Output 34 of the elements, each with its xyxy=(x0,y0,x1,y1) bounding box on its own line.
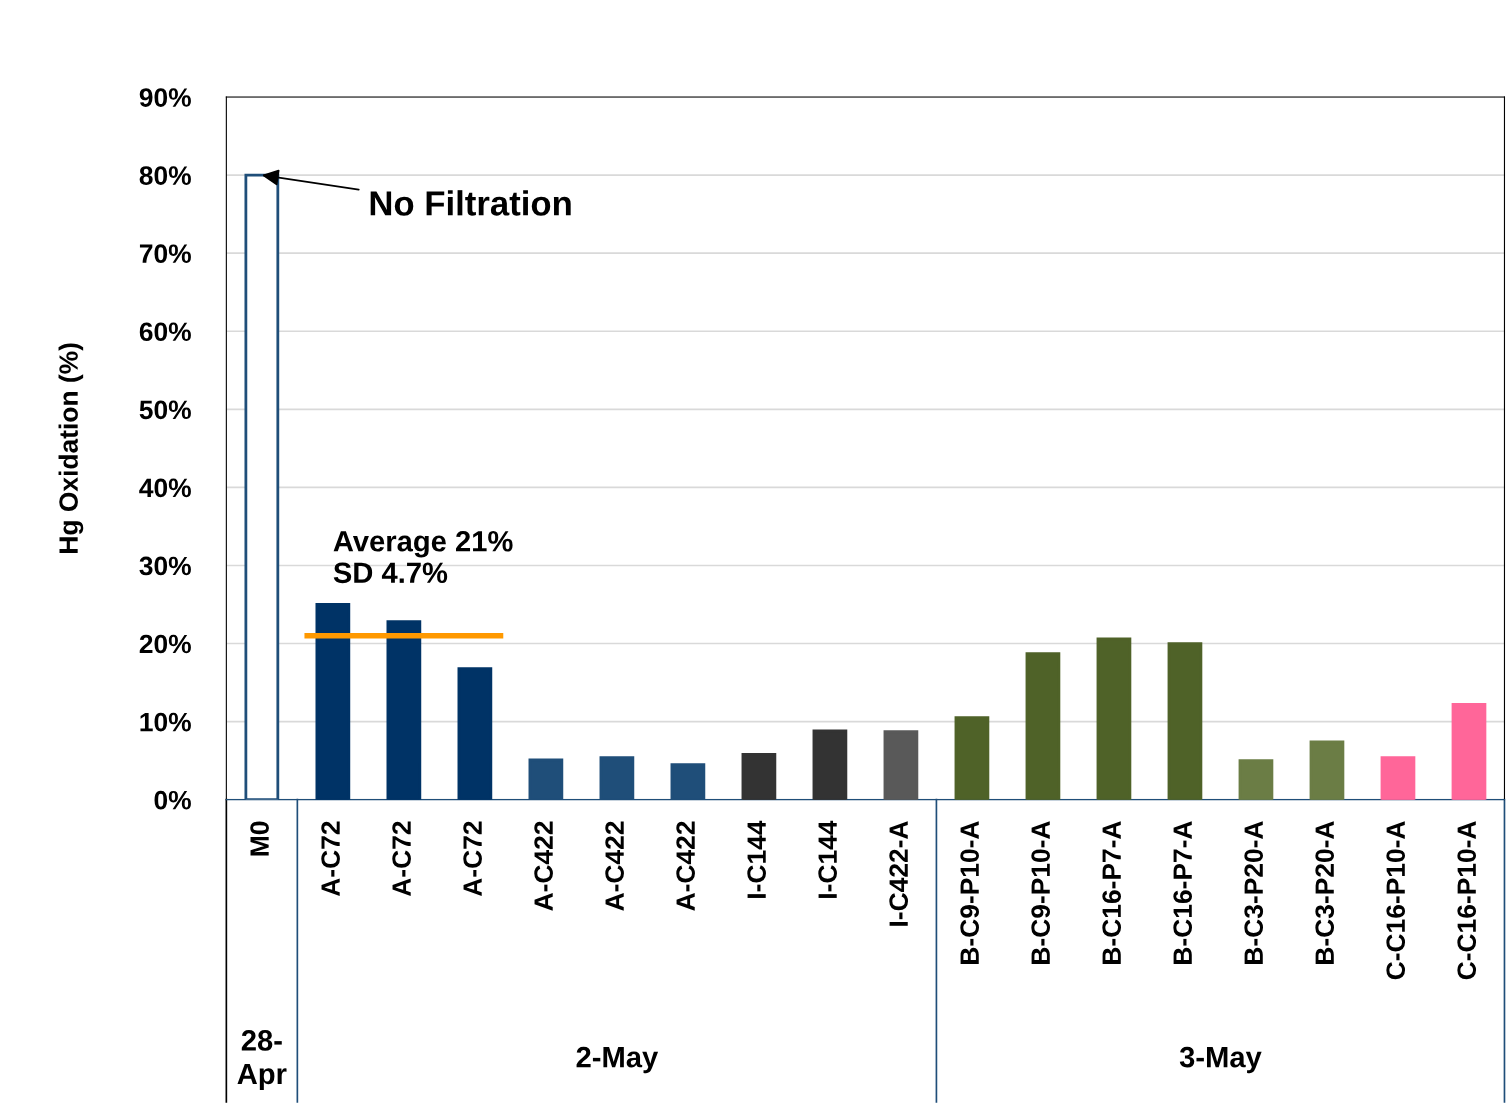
x-tick-label: B-C3-P20-A xyxy=(1315,821,1335,964)
y-tick-label: 80% xyxy=(139,166,191,185)
x-tick-label: A-C422 xyxy=(605,821,624,911)
x-tick-label: A-C422 xyxy=(676,821,695,911)
x-tick-label: B-C9-P10-A xyxy=(960,821,980,964)
y-tick-label: 40% xyxy=(139,478,191,498)
y-tick-label: 10% xyxy=(140,712,191,732)
x-tick-label: A-C72 xyxy=(392,821,411,897)
x-tick-label: A-C422 xyxy=(534,821,553,911)
text: 2-May xyxy=(576,1046,659,1074)
x-tick-label: B-C9-P10-A xyxy=(1031,821,1051,964)
x-tick-label: I-C144 xyxy=(818,820,837,898)
text: 28- Apr xyxy=(237,1030,287,1090)
y-tick-label: 70% xyxy=(139,244,191,264)
x-tick-label: A-C72 xyxy=(321,821,340,897)
y-tick-label: 30% xyxy=(139,556,191,576)
x-tick-label: C-C16-P10-A xyxy=(1457,821,1477,980)
x-tick-label: B-C3-P20-A xyxy=(1244,821,1264,964)
x-tick-label: M0 xyxy=(250,821,269,856)
x-tick-label: B-C16-P7-A xyxy=(1102,821,1122,964)
x-tick-label: I-C144 xyxy=(747,820,766,898)
y-axis-title: Hg Oxidation (%) xyxy=(58,343,84,553)
x-tick-label: B-C16-P7-A xyxy=(1173,821,1193,964)
x-tick-label: A-C72 xyxy=(463,821,482,897)
text: 3-May xyxy=(1179,1046,1262,1074)
y-tick-label: 0% xyxy=(154,790,191,810)
ref-line-label: Average 21% SD 4.7% xyxy=(333,530,513,584)
y-tick-label: 50% xyxy=(139,400,191,420)
y-tick-label: 20% xyxy=(139,634,191,654)
x-tick-label: I-C422-A xyxy=(889,821,908,926)
x-tick-label: C-C16-P10-A xyxy=(1386,821,1406,980)
y-tick-label: 60% xyxy=(139,322,191,342)
y-tick-label: 90% xyxy=(139,88,191,107)
annotation: No Filtration xyxy=(370,190,571,216)
